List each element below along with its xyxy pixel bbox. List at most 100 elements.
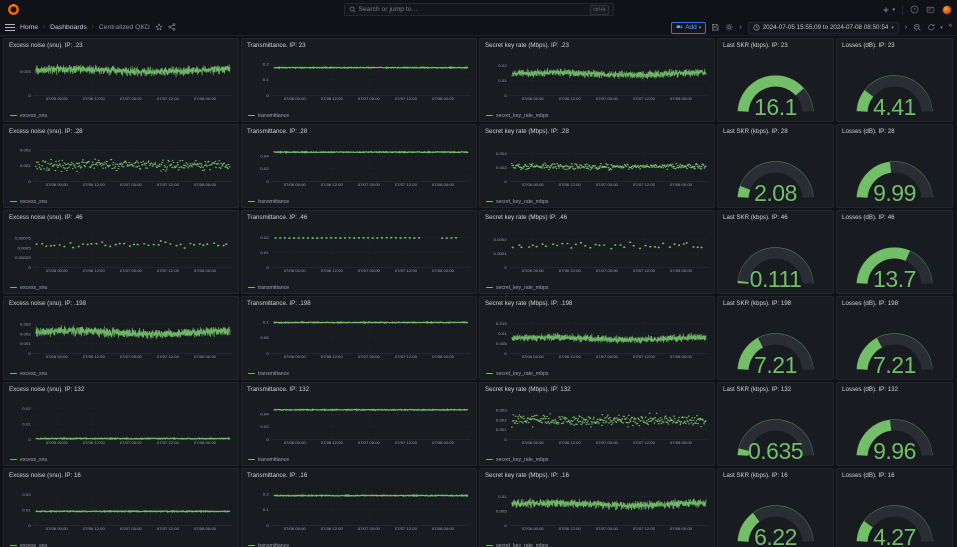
panel-legend[interactable]: excess_snu xyxy=(4,112,238,121)
panel-title: Transmittance. IP: 132 xyxy=(247,386,310,393)
svg-text:0.2: 0.2 xyxy=(263,63,269,66)
panel-secret-key-rate[interactable]: Secret key rate (Mbps). IP: .28 0.004 0.00… xyxy=(479,124,715,208)
panel-legend[interactable]: secret_key_rate_mbps xyxy=(480,112,714,121)
panel-legend[interactable]: excess_snu xyxy=(4,198,238,207)
gauge-visual: 13.7 xyxy=(837,221,952,293)
panel-last-skr-gauge[interactable]: Last SKR (kbps). IP: 132 0.635 xyxy=(717,382,834,466)
panel-transmittance[interactable]: Transmittance. IP: .198 0.1 0.05 0 07/06 00:… xyxy=(241,296,477,380)
gauge-visual: 0.111 xyxy=(718,221,833,293)
panel-legend[interactable]: transmittance xyxy=(242,456,476,465)
user-avatar[interactable] xyxy=(942,4,952,15)
panel-losses-gauge[interactable]: Losses (dB). IP: 28 9.99 xyxy=(836,124,953,208)
add-panel-button[interactable]: Add ▾ xyxy=(671,21,707,34)
panel-secret-key-rate[interactable]: Secret key rate (Mbps). IP: 132 0.003 0.00… xyxy=(479,382,715,466)
panel-legend[interactable]: transmittance xyxy=(242,112,476,121)
panel-legend[interactable]: transmittance xyxy=(242,370,476,379)
panel-legend[interactable]: excess_snu xyxy=(4,542,238,547)
panel-secret-key-rate[interactable]: Secret key rate (Mbps) IP: .46 0.0002 0.00… xyxy=(479,210,715,294)
gauge-visual: 7.21 xyxy=(718,307,833,379)
panel-title: Last SKR (kbps). IP: 198 xyxy=(723,300,792,307)
legend-label: excess_snu xyxy=(20,542,48,547)
gauge-value-text: 9.96 xyxy=(873,438,916,464)
panel-losses-gauge[interactable]: Losses (dB). IP: 46 13.7 xyxy=(836,210,953,294)
svg-text:07/06 12:00: 07/06 12:00 xyxy=(559,183,581,186)
legend-label: secret_key_rate_mbps xyxy=(496,112,549,119)
panel-title: Transmittance. IP: .28 xyxy=(247,128,308,135)
panel-legend[interactable]: secret_key_rate_mbps xyxy=(480,456,714,465)
breadcrumb-toolbar: Home › Dashboards › Centralized QKD Add … xyxy=(0,19,957,36)
panel-legend[interactable]: secret_key_rate_mbps xyxy=(480,542,714,547)
panel-last-skr-gauge[interactable]: Last SKR (kbps). IP: 23 16.1 xyxy=(717,38,834,122)
panel-legend[interactable]: transmittance xyxy=(242,198,476,207)
panel-last-skr-gauge[interactable]: Last SKR (kbps). IP: 198 7.21 xyxy=(717,296,834,380)
star-icon[interactable] xyxy=(155,23,163,31)
panel-last-skr-gauge[interactable]: Last SKR (kbps). IP: 16 6.22 xyxy=(717,468,834,547)
panel-secret-key-rate[interactable]: Secret key rate (Mbps). IP: .198 0.015 0.0… xyxy=(479,296,715,380)
panel-legend[interactable]: secret_key_rate_mbps xyxy=(480,370,714,379)
svg-text:07/07 12:00: 07/07 12:00 xyxy=(157,269,179,272)
svg-text:07/07 00:00: 07/07 00:00 xyxy=(358,183,380,186)
new-item-button[interactable]: ▾ xyxy=(882,6,895,14)
search-input[interactable]: Search or jump to... ctrl+k xyxy=(343,3,614,16)
panel-excess-noise[interactable]: Excess noise (snu). IP: .46 0.00075 0.0005… xyxy=(3,210,239,294)
panel-secret-key-rate[interactable]: Secret key rate (Mbps). IP: .23 0.02 0.01 0… xyxy=(479,38,715,122)
panel-legend[interactable]: secret_key_rate_mbps xyxy=(480,284,714,293)
time-shift-forward-button[interactable]: › xyxy=(904,24,908,31)
help-circle-icon[interactable]: ? xyxy=(910,5,919,14)
svg-text:07/08 00:00: 07/08 00:00 xyxy=(432,97,454,100)
panel-title: Excess noise (snu). IP: 16 xyxy=(9,472,81,479)
svg-text:07/08 00:00: 07/08 00:00 xyxy=(194,527,216,530)
panel-transmittance[interactable]: Transmittance. IP: 23 0.2 0.1 0 07/06 00:00 0… xyxy=(241,38,477,122)
save-dashboard-icon[interactable] xyxy=(711,23,720,32)
panel-excess-noise[interactable]: Excess noise (snu). IP: .28 0.002 0.001 0 07… xyxy=(3,124,239,208)
breadcrumb-item-dashboards[interactable]: Dashboards xyxy=(50,23,87,31)
time-shift-back-button[interactable]: ‹ xyxy=(739,24,742,31)
svg-text:07/06 00:00: 07/06 00:00 xyxy=(46,355,68,358)
refresh-icon[interactable] xyxy=(927,23,936,32)
collapse-toolbar-button[interactable]: ^ xyxy=(948,24,952,31)
panel-losses-gauge[interactable]: Losses (dB). IP: 23 4.41 xyxy=(836,38,953,122)
panel-excess-noise[interactable]: Excess noise (snu). IP: .198 0.003 0.002 0.… xyxy=(3,296,239,380)
svg-text:07/08 00:00: 07/08 00:00 xyxy=(194,355,216,358)
panel-last-skr-gauge[interactable]: Last SKR (kbps). IP: 28 2.08 xyxy=(717,124,834,208)
grafana-logo-icon[interactable] xyxy=(7,3,20,16)
search-placeholder-text: Search or jump to... xyxy=(358,6,418,13)
legend-color-swatch xyxy=(10,458,17,461)
svg-text:0.01: 0.01 xyxy=(22,509,30,512)
panel-excess-noise[interactable]: Excess noise (snu). IP: .23 0.005 0 07/06 0… xyxy=(3,38,239,122)
hamburger-menu-icon[interactable] xyxy=(5,23,15,31)
svg-text:07/07 12:00: 07/07 12:00 xyxy=(633,183,655,186)
panel-losses-gauge[interactable]: Losses (dB). IP: 132 9.96 xyxy=(836,382,953,466)
svg-text:07/07 00:00: 07/07 00:00 xyxy=(596,269,618,272)
share-nodes-icon[interactable] xyxy=(168,23,176,31)
panel-losses-gauge[interactable]: Losses (dB). IP: 16 4.27 xyxy=(836,468,953,547)
panel-excess-noise[interactable]: Excess noise (snu). IP: 132 0.02 0.01 0 07/0… xyxy=(3,382,239,466)
panel-transmittance[interactable]: Transmittance. IP: .16 0.2 0.1 0 07/06 00:00… xyxy=(241,468,477,547)
panel-legend[interactable]: excess_snu xyxy=(4,456,238,465)
panel-transmittance[interactable]: Transmittance. IP: .28 0.04 0.02 0 07/06 00:… xyxy=(241,124,477,208)
panel-excess-noise[interactable]: Excess noise (snu). IP: 16 0.02 0.01 0 07/06… xyxy=(3,468,239,547)
time-range-picker[interactable]: 2024-07-05 15:55:09 to 2024-07-08 08:50:… xyxy=(747,21,899,34)
panel-legend[interactable]: excess_snu xyxy=(4,284,238,293)
refresh-interval-caret-icon[interactable]: ▾ xyxy=(940,24,943,31)
panel-legend[interactable]: transmittance xyxy=(242,284,476,293)
breadcrumb-item-home[interactable]: Home xyxy=(20,23,39,31)
panel-title: Transmittance. IP: .198 xyxy=(247,300,311,307)
plot-area: 0.0002 0.0001 0 07/06 00:00 07/06 12:00 07/07… xyxy=(480,221,714,284)
gear-icon[interactable] xyxy=(725,23,734,32)
gauge-visual: 9.99 xyxy=(837,135,952,207)
svg-text:0.001: 0.001 xyxy=(20,165,31,168)
panel-last-skr-gauge[interactable]: Last SKR (kbps). IP: 46 0.111 xyxy=(717,210,834,294)
panel-transmittance[interactable]: Transmittance. IP: .46 0.02 0.01 0 07/06 00:… xyxy=(241,210,477,294)
panel-legend[interactable]: transmittance xyxy=(242,542,476,547)
panel-secret-key-rate[interactable]: Secret key rate (Mbps). IP: .16 0.01 0.005… xyxy=(479,468,715,547)
svg-text:0: 0 xyxy=(504,352,506,355)
breadcrumb-item-centralized-qkd[interactable]: Centralized QKD xyxy=(98,23,150,31)
panel-legend[interactable]: excess_snu xyxy=(4,370,238,379)
svg-text:07/06 00:00: 07/06 00:00 xyxy=(46,269,68,272)
zoom-out-icon[interactable] xyxy=(913,23,922,32)
panel-losses-gauge[interactable]: Losses (dB). IP: 198 7.21 xyxy=(836,296,953,380)
panel-legend[interactable]: secret_key_rate_mbps xyxy=(480,198,714,207)
news-icon[interactable] xyxy=(926,5,935,14)
panel-transmittance[interactable]: Transmittance. IP: 132 0.04 0.02 0 07/06 00:… xyxy=(241,382,477,466)
